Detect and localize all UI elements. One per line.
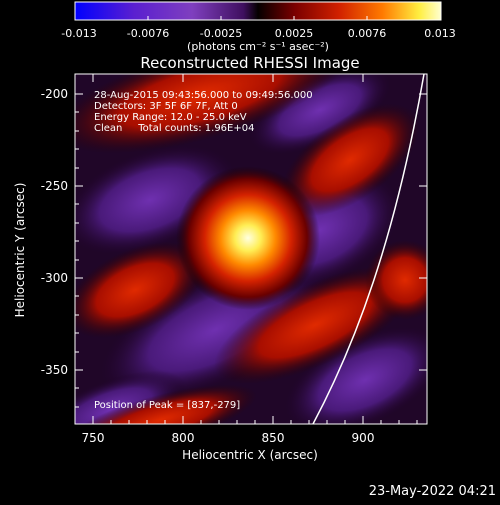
colorbar-tick-label: 0.0025: [275, 27, 314, 40]
colorbar-units-label: (photons cm⁻² s⁻¹ asec⁻²): [187, 40, 329, 53]
x-tick-label: 850: [262, 431, 285, 445]
red-band: [213, 266, 417, 384]
y-axis-title: Heliocentric Y (arcsec): [13, 183, 27, 318]
image-annotations: 28-Aug-2015 09:43:56.000 to 09:49:56.000…: [94, 90, 313, 411]
peak-source: [176, 166, 320, 310]
purple-region: [75, 370, 186, 424]
axis-ticks: [75, 74, 427, 424]
y-tick-label: -300: [41, 271, 68, 285]
red-band: [75, 74, 346, 154]
colorbar-tick-label: -0.013: [61, 27, 96, 40]
y-tick-label: -250: [41, 179, 68, 193]
x-tick-label: 800: [172, 431, 195, 445]
annotation-peak-position: Position of Peak = [837,-279]: [94, 400, 240, 411]
image-area: [75, 74, 427, 424]
colorbar: -0.013 -0.0076 -0.0025 0.0025 0.0076 0.0…: [61, 1, 456, 53]
x-axis-title: Heliocentric X (arcsec): [182, 448, 318, 462]
annotation-clean: Clean Total counts: 1.96E+04: [94, 123, 254, 134]
annotation-detectors: Detectors: 3F 5F 6F 7F, Att 0: [94, 101, 238, 112]
colorbar-tick-label: 0.0076: [348, 27, 387, 40]
x-tick-label: 750: [82, 431, 105, 445]
red-band: [280, 103, 420, 217]
red-band: [365, 240, 427, 320]
y-tick-label: -350: [41, 363, 68, 377]
red-band: [75, 384, 257, 424]
annotation-energy: Energy Range: 12.0 - 25.0 keV: [94, 112, 247, 123]
y-tick-label: -200: [41, 87, 68, 101]
footer-timestamp: 23-May-2022 04:21: [369, 484, 496, 499]
purple-region: [246, 74, 394, 157]
colorbar-ticks: [74, 16, 442, 20]
colorbar-tick-label: -0.0025: [200, 27, 242, 40]
annotation-time-range: 28-Aug-2015 09:43:56.000 to 09:49:56.000: [94, 90, 313, 101]
red-band: [75, 241, 206, 339]
colorbar-gradient: [74, 1, 442, 21]
x-tick-label: 900: [352, 431, 375, 445]
colorbar-tick-label: -0.0076: [127, 27, 169, 40]
plot-frame: [74, 73, 428, 425]
solar-limb-curve: [312, 74, 425, 424]
colorbar-tick-label: 0.013: [424, 27, 456, 40]
plot-title: Reconstructed RHESSI Image: [140, 54, 359, 72]
